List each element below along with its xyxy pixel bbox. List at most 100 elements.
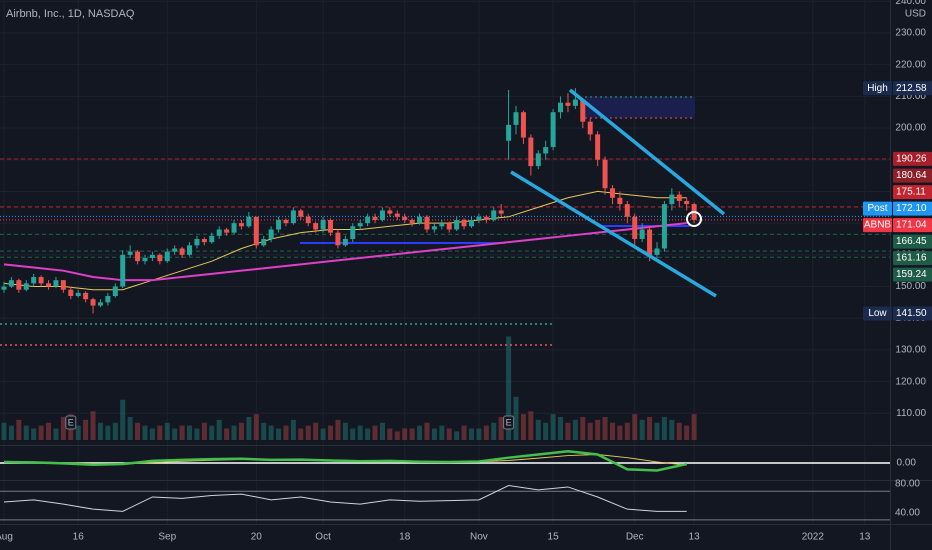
volume-bar [379,422,385,440]
volume-bar [313,422,319,440]
candle-body [609,188,615,198]
volume-bar [365,428,371,440]
volume-bar [550,414,556,440]
candle-body [587,121,593,135]
price-label: 190.26 [896,154,927,165]
candle-body [661,204,667,249]
candle-body [513,112,519,125]
candle-body [313,223,319,230]
volume-bar [120,399,126,440]
volume-bar [135,422,141,440]
x-tick-label: Sep [158,532,176,543]
volume-bar [238,422,244,440]
x-tick-label: 18 [399,532,411,543]
candle-body [528,137,534,167]
candle-body [350,226,356,239]
candle-body [149,254,155,258]
price-label: 180.64 [896,170,927,181]
candles [1,88,697,314]
candle-body [669,194,675,205]
candle-body [394,213,400,217]
candle-body [224,229,230,233]
candle-body [379,210,385,220]
candle-body [595,134,601,160]
volume-bar [498,417,504,440]
volume-bar [268,425,274,440]
volume-bar [335,419,341,440]
candle-body [172,248,178,252]
volume-bar [624,422,630,440]
volume-bar [409,428,415,440]
volume-bar [305,425,311,440]
volume-bar [676,422,682,440]
y-tick-label: 210.00 [895,91,926,102]
candle-body [520,112,526,138]
price-label-box [893,168,932,183]
volume-bar [23,425,29,440]
volume-bar [290,419,296,440]
volume-bar [417,425,423,440]
volume-bar [387,428,393,440]
volume-bar [60,417,66,440]
candle-body [112,286,118,297]
volume-bar [468,428,474,440]
indicators: 0.00 80.00 40.00 [0,450,920,521]
marker-circle [686,211,702,227]
volume-bar [38,425,44,440]
price-label: 172.10 [896,203,927,214]
volume-bar [669,419,675,440]
volume-bar [691,414,697,440]
x-tick-label: 16 [73,532,85,543]
earnings-label: E [68,417,74,427]
x-tick-label: 13 [689,532,701,543]
candle-body [357,223,363,227]
volume-bar [439,425,445,440]
volume-bar [8,425,14,440]
candle-body [179,248,185,255]
volume-bar [431,428,437,440]
y-tick-label: 220.00 [895,59,926,70]
volume-bar [328,425,334,440]
candle-body [187,245,193,255]
price-label: 161.16 [896,253,927,264]
candle-body [684,200,690,205]
candle-body [135,251,141,262]
rsi-tick-label: 40.00 [895,507,920,518]
candle-body [676,194,682,201]
y-tick-label: 110.00 [896,408,926,419]
candle-body [424,216,430,230]
volume-bar [513,396,519,440]
volume-bar [461,425,467,440]
candle-body [290,210,296,224]
candle-body [639,229,645,239]
candle-body [617,197,623,205]
candle-body [402,216,408,220]
x-tick-label: 2022 [802,532,825,543]
volume-bar [209,425,215,440]
volume-bar [90,411,96,440]
candle-body [483,216,489,220]
candle-body [231,223,237,233]
candle-body [372,216,378,220]
volume-bar [187,425,193,440]
candle-body [461,219,467,227]
candle-body [157,254,163,262]
volume-bar [595,419,601,440]
volume-bar [506,336,512,440]
volume-bar [127,417,133,440]
volume-bar [446,428,452,440]
volume-bar [350,428,356,440]
volume-bar [639,419,645,440]
price-label: 141.50 [896,308,927,319]
volume-bar [179,425,185,440]
candle-body [46,283,52,287]
x-tick-label: Aug [0,532,13,543]
volume-bar [97,422,103,440]
candle-body [97,302,103,306]
volume-bar [149,428,155,440]
candle-body [632,216,638,239]
volume-bar [342,422,348,440]
volume-bar [75,425,81,440]
price-label-box [893,234,932,249]
channel-line [510,170,717,298]
